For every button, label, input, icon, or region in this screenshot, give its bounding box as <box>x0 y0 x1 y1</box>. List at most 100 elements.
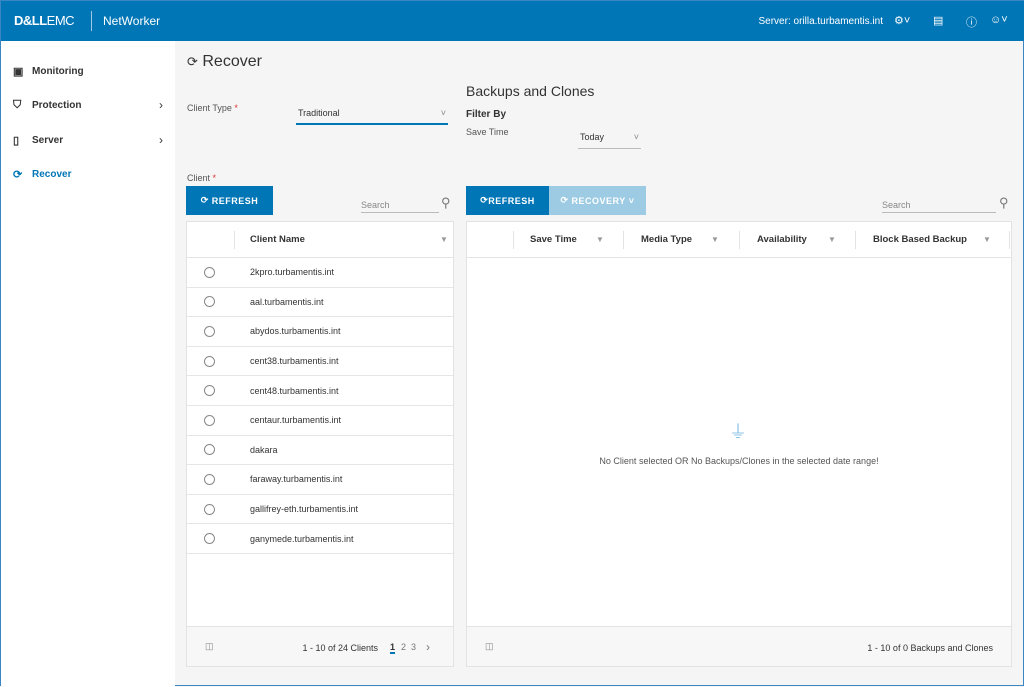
search-icon[interactable]: ⚲ <box>441 195 451 210</box>
page-2[interactable]: 2 <box>401 642 407 652</box>
table-footer: ◫ 1 - 10 of 24 Clients 1 2 3 › <box>187 626 453 666</box>
empty-filter-icon: ⏚ <box>729 422 747 442</box>
gear-icon[interactable]: ⚙˅ <box>894 15 911 27</box>
row-radio[interactable] <box>204 533 215 545</box>
table-row[interactable]: gallifrey-eth.turbamentis.int <box>187 495 453 525</box>
pagination-summary: 1 - 10 of 0 Backups and Clones <box>867 643 993 653</box>
client-name: abydos.turbamentis.int <box>250 326 341 337</box>
table-header: Save Time ▼ Media Type ▼ Availability ▼ Blo… <box>467 222 1011 258</box>
client-name: gallifrey-eth.turbamentis.int <box>250 504 359 515</box>
server-icon: ▯ <box>13 134 20 147</box>
client-name: centaur.turbamentis.int <box>250 415 342 426</box>
page-3[interactable]: 3 <box>411 642 417 652</box>
page-1[interactable]: 1 <box>390 642 396 654</box>
row-radio[interactable] <box>204 473 215 485</box>
label: Server <box>32 134 64 146</box>
recover-icon: ⟳ <box>560 195 572 205</box>
table-row[interactable]: faraway.turbamentis.int <box>187 465 453 495</box>
row-radio[interactable] <box>204 325 215 337</box>
dell-emc-logo: D&LLEMC <box>14 13 75 28</box>
client-name: cent48.turbamentis.int <box>250 385 339 396</box>
filter-icon: ▼ <box>596 235 604 244</box>
label: REFRESH <box>211 195 259 206</box>
column-block-based-backup[interactable]: Block Based Backup ▼ <box>856 230 1010 249</box>
column-save-time[interactable]: Save Time ▼ <box>514 230 624 249</box>
client-type-select[interactable]: Traditional ˅ <box>296 105 448 125</box>
pagination-summary: 1 - 10 of 24 Clients <box>302 643 378 653</box>
clients-table: Client Name ▼ 2kpro.turbamentis.int aal.t… <box>186 221 454 667</box>
table-row[interactable]: aal.turbamentis.int <box>187 288 453 318</box>
task-icon[interactable]: ▤ <box>933 15 944 27</box>
table-row[interactable]: cent48.turbamentis.int <box>187 376 453 406</box>
sidebar-item-server[interactable]: ▯ Server › <box>13 130 163 150</box>
filter-icon: ▼ <box>711 235 719 244</box>
client-name: 2kpro.turbamentis.int <box>250 267 335 278</box>
user-icon[interactable]: ☺˅ <box>990 14 1008 26</box>
sidebar-item-recover[interactable]: ⟳ Recover <box>13 164 163 184</box>
columns-icon[interactable]: ◫ <box>485 641 494 651</box>
save-time-select[interactable]: Today ˅ <box>578 129 641 149</box>
page-title: ⟳ Recover <box>187 53 262 71</box>
monitor-icon: ▣ <box>13 65 24 78</box>
row-radio[interactable] <box>204 355 215 367</box>
server-name: Server: orilla.turbamentis.int <box>758 16 884 27</box>
filter-icon: ▼ <box>983 235 991 244</box>
shield-icon: ⛉ <box>13 98 22 111</box>
client-name: ganymede.turbamentis.int <box>250 533 354 544</box>
recovery-button[interactable]: ⟳ RECOVERY ˅ <box>549 186 646 215</box>
backups-search-input[interactable]: Search <box>882 197 996 213</box>
table-row[interactable]: abydos.turbamentis.int <box>187 317 453 347</box>
divider <box>91 11 92 31</box>
client-type-label: Client Type * <box>187 103 238 113</box>
client-refresh-button[interactable]: ⟳ REFRESH <box>186 186 273 215</box>
refresh-icon: ⟳ <box>480 195 489 205</box>
table-header: Client Name ▼ <box>187 222 453 258</box>
next-page-icon[interactable]: › <box>426 640 430 654</box>
label: RECOVERY <box>571 195 626 206</box>
table-footer: ◫ 1 - 10 of 0 Backups and Clones <box>467 626 1011 666</box>
client-label: Client * <box>187 173 217 183</box>
title-text: Recover <box>202 53 262 70</box>
chevron-right-icon: › <box>159 98 163 112</box>
table-row[interactable]: 2kpro.turbamentis.int <box>187 258 453 288</box>
backups-table: Save Time ▼ Media Type ▼ Availability ▼ Blo… <box>466 221 1012 667</box>
column-client-name[interactable]: Client Name <box>250 234 305 245</box>
backups-refresh-button[interactable]: ⟳ REFRESH <box>466 186 549 215</box>
help-icon[interactable]: ⓘ <box>966 17 977 29</box>
top-bar: D&LLEMC NetWorker Server: orilla.turbame… <box>1 1 1024 41</box>
row-radio[interactable] <box>204 296 215 308</box>
table-row[interactable]: centaur.turbamentis.int <box>187 406 453 436</box>
row-radio[interactable] <box>204 503 215 515</box>
table-row[interactable]: ganymede.turbamentis.int <box>187 524 453 554</box>
column-availability[interactable]: Availability ▼ <box>740 230 856 249</box>
filter-by-label: Filter By <box>466 109 507 120</box>
label: REFRESH <box>488 195 535 206</box>
filter-icon[interactable]: ▼ <box>440 235 448 244</box>
row-radio[interactable] <box>204 385 215 397</box>
row-radio[interactable] <box>204 414 215 426</box>
column-media-type[interactable]: Media Type ▼ <box>624 230 740 249</box>
app-name: NetWorker <box>103 14 161 28</box>
client-name: dakara <box>250 444 278 455</box>
save-time-label: Save Time <box>466 127 509 137</box>
chevron-right-icon: › <box>159 133 163 147</box>
recover-icon: ⟳ <box>187 54 198 69</box>
client-name: faraway.turbamentis.int <box>250 474 343 485</box>
sidebar-item-protection[interactable]: ⛉ Protection › <box>13 95 163 115</box>
sidebar-item-monitoring[interactable]: ▣ Monitoring <box>13 61 163 81</box>
columns-icon[interactable]: ◫ <box>205 641 214 651</box>
empty-message: No Client selected OR No Backups/Clones … <box>599 456 879 466</box>
refresh-icon: ⟳ <box>200 195 212 205</box>
label: Protection <box>32 99 82 111</box>
row-radio[interactable] <box>204 266 215 278</box>
label: Monitoring <box>32 65 84 77</box>
row-radio[interactable] <box>204 444 215 456</box>
table-row[interactable]: cent38.turbamentis.int <box>187 347 453 377</box>
label: Recover <box>32 168 72 180</box>
table-row[interactable]: dakara <box>187 436 453 466</box>
client-name: aal.turbamentis.int <box>250 296 324 307</box>
recover-icon: ⟳ <box>13 168 23 181</box>
search-icon[interactable]: ⚲ <box>999 195 1009 210</box>
client-search-input[interactable]: Search <box>361 197 439 213</box>
sidebar: ▣ Monitoring ⛉ Protection › ▯ Server › ⟳ Recov… <box>1 41 175 687</box>
